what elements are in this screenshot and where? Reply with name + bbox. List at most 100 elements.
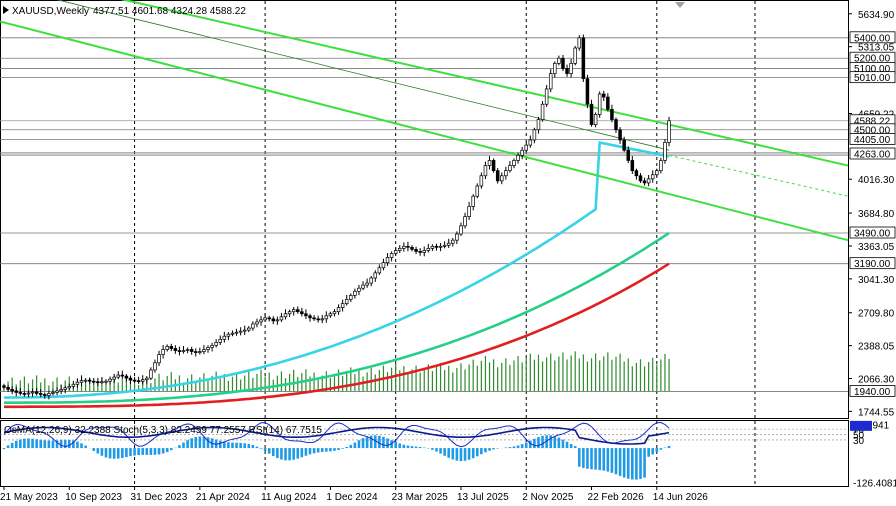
candle-body bbox=[55, 390, 59, 393]
osma-bar bbox=[137, 448, 140, 456]
volume-bar bbox=[170, 372, 172, 392]
osma-bar bbox=[243, 443, 247, 449]
candle-body bbox=[214, 342, 218, 346]
volume-bar bbox=[464, 369, 466, 392]
volume-bar bbox=[166, 375, 168, 392]
osma-bar bbox=[451, 448, 455, 460]
candle-body bbox=[263, 317, 267, 321]
candle-body bbox=[10, 389, 14, 392]
volume-bar bbox=[590, 358, 593, 392]
osma-bar bbox=[320, 448, 324, 452]
level-tag-box bbox=[849, 385, 896, 397]
osma-bar bbox=[190, 438, 193, 449]
osma-bar bbox=[239, 442, 242, 449]
volume-bar bbox=[36, 375, 38, 392]
osma-bar bbox=[631, 448, 634, 480]
candle-body bbox=[357, 287, 361, 292]
osma-bar bbox=[443, 448, 446, 456]
candle-body bbox=[638, 175, 643, 182]
osma-bar bbox=[394, 441, 397, 449]
candle-body bbox=[573, 47, 577, 64]
time-tick-label: 1 Dec 2024 bbox=[326, 492, 378, 503]
level-tag-box bbox=[849, 31, 896, 44]
osma-bar bbox=[6, 445, 10, 449]
candle-body bbox=[410, 246, 414, 250]
osma-bar bbox=[414, 446, 418, 449]
candle-body bbox=[544, 88, 549, 105]
volume-bar bbox=[252, 377, 254, 392]
osma-bar bbox=[35, 439, 38, 449]
candle-body bbox=[251, 323, 255, 329]
candle-body bbox=[128, 377, 133, 381]
volume-bar bbox=[603, 356, 605, 392]
candle-body bbox=[524, 144, 528, 151]
osma-bar bbox=[598, 448, 601, 471]
trend-channel-lines bbox=[0, 0, 849, 242]
channel-line bbox=[0, 20, 849, 242]
osma-bar bbox=[235, 442, 238, 449]
price-tick-label: 2066.30 bbox=[858, 375, 895, 386]
volume-bar bbox=[435, 367, 438, 392]
candle-body bbox=[536, 119, 541, 131]
candle-body bbox=[622, 139, 626, 151]
osma-bar bbox=[573, 446, 577, 449]
osma-bar bbox=[182, 442, 185, 449]
osma-bar bbox=[312, 448, 316, 454]
candle-body bbox=[426, 247, 431, 251]
stochastic-line bbox=[3, 421, 670, 448]
osma-bar bbox=[353, 442, 357, 449]
candle-body bbox=[353, 290, 357, 296]
volume-bar bbox=[187, 378, 189, 392]
level-tag: 3490.00 bbox=[849, 226, 896, 240]
candle-body bbox=[6, 386, 10, 390]
candle-body bbox=[210, 345, 214, 348]
volume-bar bbox=[403, 366, 405, 392]
volume-bar bbox=[546, 357, 548, 392]
volume-bar bbox=[93, 385, 95, 392]
candle-body bbox=[108, 378, 112, 382]
candle-body bbox=[145, 377, 149, 381]
volume-bar bbox=[550, 353, 552, 392]
osma-bar bbox=[43, 440, 47, 449]
osma-bar bbox=[643, 448, 646, 478]
volume-bar bbox=[321, 375, 323, 392]
scroll-marker-icon[interactable] bbox=[675, 2, 685, 8]
candle-body bbox=[194, 351, 198, 353]
osma-bar bbox=[659, 448, 663, 450]
osma-bar bbox=[565, 441, 569, 449]
volume-bar bbox=[607, 352, 609, 392]
osma-bar bbox=[202, 436, 206, 449]
candle-body bbox=[349, 295, 353, 300]
candle-body bbox=[47, 393, 51, 396]
candle-body bbox=[189, 349, 194, 352]
volume-bar bbox=[309, 376, 311, 392]
osma-bar bbox=[227, 442, 230, 449]
osma-bar bbox=[553, 436, 557, 449]
volume-bar bbox=[652, 357, 654, 392]
osma-bar bbox=[59, 440, 63, 449]
candle-body bbox=[247, 327, 251, 331]
osma-bar bbox=[475, 448, 479, 457]
level-tag-label: 4405.00 bbox=[854, 135, 891, 146]
candle-body bbox=[336, 307, 341, 313]
candle-body bbox=[104, 380, 108, 383]
level-tag-label: 3490.00 bbox=[854, 229, 891, 240]
volume-bar bbox=[468, 364, 470, 392]
volume-bar bbox=[40, 382, 42, 392]
candle-body bbox=[418, 251, 422, 253]
candle-body bbox=[157, 354, 161, 364]
osma-bar bbox=[271, 448, 275, 457]
osma-bar bbox=[626, 448, 630, 479]
osma-bar bbox=[418, 446, 422, 449]
candle-body bbox=[626, 149, 630, 161]
candle-body bbox=[198, 351, 202, 353]
volume-bar bbox=[619, 353, 621, 392]
osma-bar bbox=[524, 442, 528, 449]
candle-body bbox=[589, 103, 594, 126]
moving-average-line bbox=[4, 262, 670, 409]
volume-bar bbox=[195, 381, 197, 392]
time-tick-label: 21 May 2023 bbox=[0, 492, 58, 503]
candle-body bbox=[553, 62, 557, 74]
osma-bar bbox=[455, 448, 459, 461]
candle-body bbox=[630, 160, 635, 172]
